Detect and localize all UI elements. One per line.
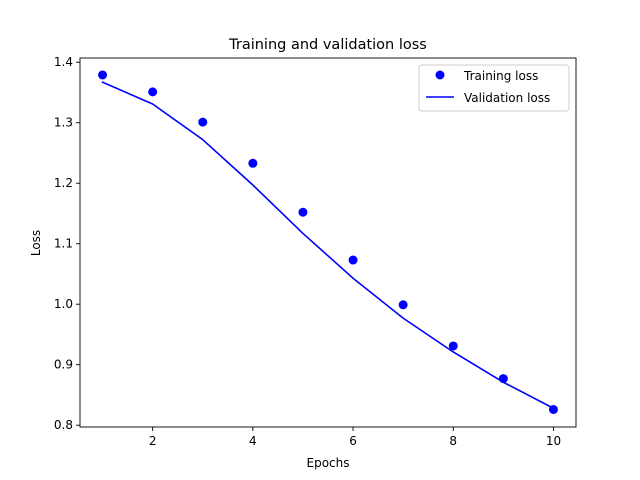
y-axis-ticks: 0.8 0.9 1.0 1.1 1.2 1.3 1.4	[54, 55, 80, 432]
training-loss-point	[248, 158, 258, 168]
y-tick-label: 1.0	[54, 297, 73, 311]
plot-content	[98, 70, 558, 414]
y-axis-label: Loss	[29, 230, 43, 256]
x-tick-label: 2	[149, 434, 157, 448]
legend-label-training: Training loss	[463, 69, 538, 83]
x-tick-label: 8	[449, 434, 457, 448]
x-tick-label: 4	[249, 434, 257, 448]
training-loss-point	[398, 300, 408, 310]
training-loss-point	[548, 404, 558, 414]
legend: Training loss Validation loss	[418, 64, 570, 112]
legend-label-validation: Validation loss	[464, 91, 550, 105]
legend-frame	[418, 64, 570, 112]
validation-loss-line	[101, 81, 555, 410]
y-tick-label: 1.4	[54, 55, 73, 69]
legend-marker-training	[435, 70, 445, 80]
x-tick-label: 6	[349, 434, 357, 448]
y-tick-label: 0.8	[54, 418, 73, 432]
x-axis-label: Epochs	[307, 456, 350, 470]
training-loss-point	[148, 87, 158, 97]
chart-title: Training and validation loss	[228, 37, 427, 53]
training-loss-point	[348, 255, 358, 265]
training-loss-point	[198, 117, 208, 127]
x-axis-ticks: 2 4 6 8 10	[149, 427, 561, 448]
plot-frame	[79, 57, 577, 428]
training-loss-point	[98, 70, 108, 80]
y-tick-label: 0.9	[54, 358, 73, 372]
training-loss-point	[298, 207, 308, 217]
y-tick-label: 1.2	[54, 176, 73, 190]
y-tick-label: 1.1	[54, 237, 73, 251]
training-loss-point	[448, 341, 458, 351]
x-tick-label: 10	[546, 434, 561, 448]
y-tick-label: 1.3	[54, 116, 73, 130]
training-loss-point	[498, 374, 508, 384]
